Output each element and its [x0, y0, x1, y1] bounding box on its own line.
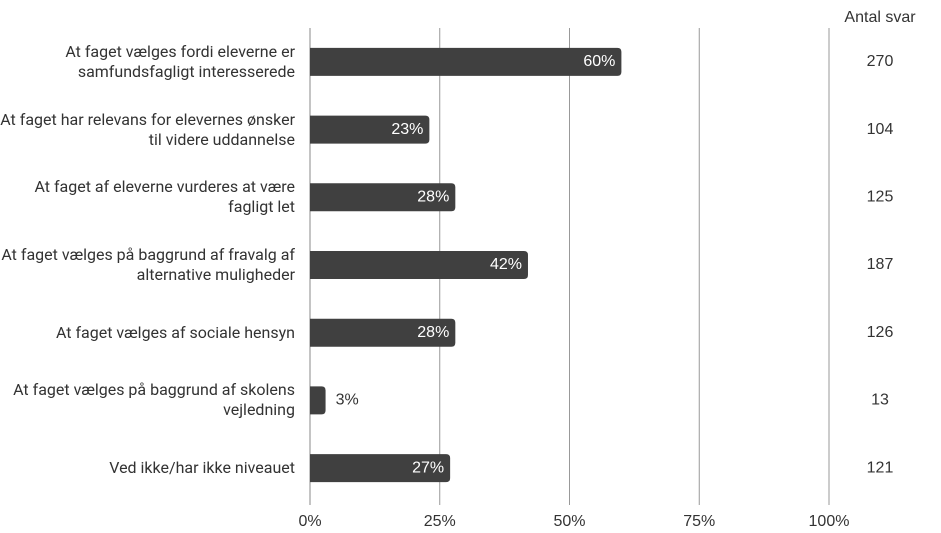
- category-label: Ved ikke/har ikke niveauet: [109, 458, 295, 478]
- value-label: 23%: [391, 121, 423, 138]
- counts-title: Antal svar: [844, 9, 916, 26]
- category-label: At faget vælges på baggrund af skolens v…: [13, 380, 295, 420]
- count-label: 13: [871, 392, 889, 409]
- count-label: 187: [867, 256, 894, 273]
- x-tick-label: 75%: [683, 513, 715, 530]
- count-label: 104: [867, 121, 894, 138]
- category-label: At faget vælges fordi eleverne er samfun…: [65, 41, 295, 81]
- x-tick-label: 25%: [424, 513, 456, 530]
- bar: [310, 115, 430, 144]
- category-label: At faget vælges af sociale hensyn: [55, 322, 295, 342]
- x-tick-label: 0%: [298, 513, 321, 530]
- x-tick-label: 50%: [553, 513, 585, 530]
- value-label: 3%: [336, 392, 359, 409]
- count-label: 121: [867, 459, 894, 476]
- count-label: 126: [867, 324, 894, 341]
- bar: [310, 251, 528, 279]
- value-label: 42%: [490, 256, 522, 273]
- value-label: 28%: [417, 324, 449, 341]
- count-label: 125: [867, 189, 894, 206]
- value-label: 60%: [583, 53, 615, 70]
- bar: [310, 454, 451, 483]
- bar: [310, 386, 326, 415]
- category-label: At faget har relevans for elevernes ønsk…: [0, 109, 295, 149]
- category-label: At faget af eleverne vurderes at være fa…: [34, 177, 295, 217]
- value-label: 28%: [417, 189, 449, 206]
- bar: [310, 47, 622, 76]
- category-label: At faget vælges på baggrund af fravalg a…: [1, 245, 295, 284]
- bar: [310, 183, 456, 212]
- bar: [310, 318, 456, 347]
- count-label: 270: [867, 53, 894, 70]
- value-label: 27%: [412, 459, 444, 476]
- x-tick-label: 100%: [809, 513, 850, 530]
